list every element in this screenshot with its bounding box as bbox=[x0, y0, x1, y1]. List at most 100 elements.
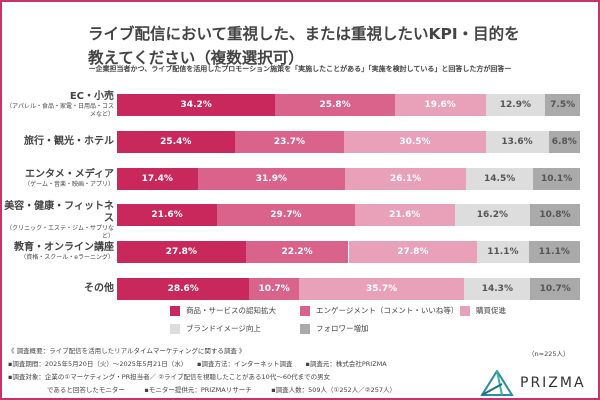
legend-swatch bbox=[300, 323, 310, 334]
legend-label: 商品・サービスの認知拡大 bbox=[186, 306, 276, 315]
bar-segment: 27.8% bbox=[348, 241, 478, 263]
category-label: 美容・健康・フィットネス （クリニック・エステ・ジム・サプリなど） bbox=[4, 201, 114, 241]
data-label: 17.4% bbox=[141, 174, 173, 184]
data-label: 22.2% bbox=[281, 247, 313, 257]
category-label: EC・小売 （アパレル・食品・家電・日用品・コスメなど） bbox=[4, 91, 114, 119]
data-label: 28.6% bbox=[167, 284, 199, 294]
footer-line: であると回答したモニター ▪モニター提供元：PRIZMAリサーチ ▪調査人数：5… bbox=[8, 386, 396, 394]
data-label: 21.6% bbox=[151, 210, 183, 220]
data-label: 25.8% bbox=[319, 100, 351, 110]
bar-segment: 13.6% bbox=[485, 131, 549, 153]
bar-segment: 14.5% bbox=[466, 168, 534, 190]
bar-segment: 10.7% bbox=[530, 278, 580, 300]
data-label: 25.4% bbox=[160, 137, 192, 147]
survey-overview: 《 調査概要：ライブ配信を活用したリアルタイムマーケティングに関する調査 》 ▪… bbox=[8, 345, 488, 397]
bar-segment: 11.1% bbox=[528, 241, 580, 263]
bar-segment: 27.8% bbox=[117, 241, 246, 263]
chart-title: ライブ配信において重視した、または重視したいKPI・目的を 教えてください（複数… bbox=[88, 22, 528, 70]
category-label: 教育・オンライン講座 （資格・スクール・eラーニング） bbox=[4, 242, 114, 262]
legend-label: エンゲージメント（コメント・いいね等） bbox=[316, 306, 459, 315]
bar-segment: 14.3% bbox=[464, 278, 531, 300]
bar-segment: 19.6% bbox=[394, 94, 486, 116]
legend-swatch bbox=[300, 305, 310, 316]
bar-segment: 25.8% bbox=[275, 94, 395, 116]
bar-segment: 30.5% bbox=[344, 131, 486, 153]
category-sub: （クリニック・エステ・ジム・サプリなど） bbox=[6, 225, 114, 240]
sample-size: （n=225人） bbox=[528, 350, 570, 358]
data-label: 10.8% bbox=[539, 210, 571, 220]
bar-segment: 7.5% bbox=[545, 94, 580, 116]
data-label: 11.1% bbox=[538, 247, 570, 257]
legend-swatch bbox=[170, 323, 180, 334]
data-label: 27.8% bbox=[397, 247, 429, 257]
data-label: 10.1% bbox=[540, 174, 573, 184]
legend-swatch bbox=[460, 305, 470, 316]
data-label: 30.5% bbox=[399, 137, 431, 147]
title-line-1: ライブ配信において重視した、または重視したいKPI・目的を bbox=[88, 25, 520, 43]
data-label: 27.8% bbox=[165, 247, 197, 257]
bar-segment: 10.7% bbox=[249, 278, 299, 300]
bar-segment: 21.6% bbox=[354, 204, 455, 226]
data-label: 14.3% bbox=[481, 284, 513, 294]
legend-label: ブランドイメージ向上 bbox=[186, 324, 261, 333]
data-label: 21.6% bbox=[389, 210, 421, 220]
data-label: 34.2% bbox=[180, 100, 212, 110]
bar-segment: 23.7% bbox=[234, 131, 345, 153]
chart-subtitle: ー企業担当者かつ、ライブ配信を活用したプロモーション施策を「実施したことがある」… bbox=[88, 65, 512, 73]
category-main: その他 bbox=[84, 283, 114, 294]
category-main: 旅行・観光・ホテル bbox=[24, 136, 114, 147]
data-label: 29.7% bbox=[270, 210, 302, 220]
legend-item: 購買促進 bbox=[460, 305, 506, 316]
category-label: エンタメ・メディア （ゲーム・音楽・映画・アプリ） bbox=[4, 169, 114, 189]
category-label: 旅行・観光・ホテル bbox=[4, 136, 114, 148]
bar-segment: 6.8% bbox=[548, 131, 580, 153]
prizma-logo: PRIZMA bbox=[480, 370, 586, 396]
data-label: 31.9% bbox=[255, 174, 287, 184]
data-label: 11.1% bbox=[487, 247, 519, 257]
bar-segment: 12.9% bbox=[485, 94, 546, 116]
data-label: 12.9% bbox=[499, 100, 532, 110]
legend-label: フォロワー増加 bbox=[316, 324, 369, 333]
stacked-bar-chart: 34.2% 25.8% 19.6% 12.9% 7.5% 25.4% 23.7% 30.5% 1… bbox=[117, 0, 580, 300]
category-main: EC・小売 bbox=[69, 91, 114, 102]
data-label: 6.8% bbox=[551, 137, 577, 147]
data-label: 35.7% bbox=[365, 284, 398, 294]
data-label: 19.6% bbox=[424, 100, 456, 110]
title-line-2: 教えてください（複数選択可） bbox=[88, 49, 304, 67]
data-label: 23.7% bbox=[273, 137, 306, 147]
bar-segment: 25.4% bbox=[117, 131, 235, 153]
data-label: 26.1% bbox=[390, 174, 422, 184]
data-label: 13.6% bbox=[501, 137, 533, 147]
category-label: その他 bbox=[4, 283, 114, 295]
data-label: 14.5% bbox=[484, 174, 516, 184]
bar-segment: 17.4% bbox=[117, 168, 198, 190]
legend-item: フォロワー増加 bbox=[300, 323, 369, 334]
category-sub: （アパレル・食品・家電・日用品・コスメなど） bbox=[6, 103, 114, 118]
footer-line: ▪調査期間：2025年5月20日（火）〜2025年5月21日（水） ▪調査方法：… bbox=[8, 360, 387, 368]
legend-item: エンゲージメント（コメント・いいね等） bbox=[300, 305, 458, 316]
category-main: 美容・健康・フィットネス bbox=[4, 201, 114, 224]
bar-segment: 28.6% bbox=[117, 278, 250, 300]
category-main: エンタメ・メディア bbox=[25, 169, 114, 180]
category-sub: （ゲーム・音楽・映画・アプリ） bbox=[24, 181, 114, 188]
data-label: 10.7% bbox=[539, 284, 571, 294]
logo-text: PRIZMA bbox=[520, 375, 586, 391]
legend-item: 商品・サービスの認知拡大 bbox=[170, 305, 276, 316]
legend-label: 購買促進 bbox=[476, 306, 506, 315]
prizma-logo-icon bbox=[480, 370, 514, 396]
bar-segment: 29.7% bbox=[217, 204, 355, 226]
legend-swatch bbox=[170, 305, 180, 316]
bar-segment: 21.6% bbox=[117, 204, 218, 226]
data-label: 10.7% bbox=[258, 284, 290, 294]
data-label: 7.5% bbox=[550, 100, 576, 110]
footer-line: ▪調査対象：企業の①マーケティング・PR担当者／ ②ライブ配信を視聴したことがあ… bbox=[8, 373, 331, 381]
bar-segment: 22.2% bbox=[245, 241, 349, 263]
bar-segment: 16.2% bbox=[454, 204, 530, 226]
bar-segment: 10.8% bbox=[529, 204, 580, 226]
footer-line: 《 調査概要：ライブ配信を活用したリアルタイムマーケティングに関する調査 》 bbox=[8, 347, 246, 355]
bar-segment: 10.1% bbox=[533, 168, 580, 190]
bar-segment: 31.9% bbox=[197, 168, 346, 190]
data-label: 16.2% bbox=[476, 210, 509, 220]
bar-segment: 26.1% bbox=[345, 168, 467, 190]
